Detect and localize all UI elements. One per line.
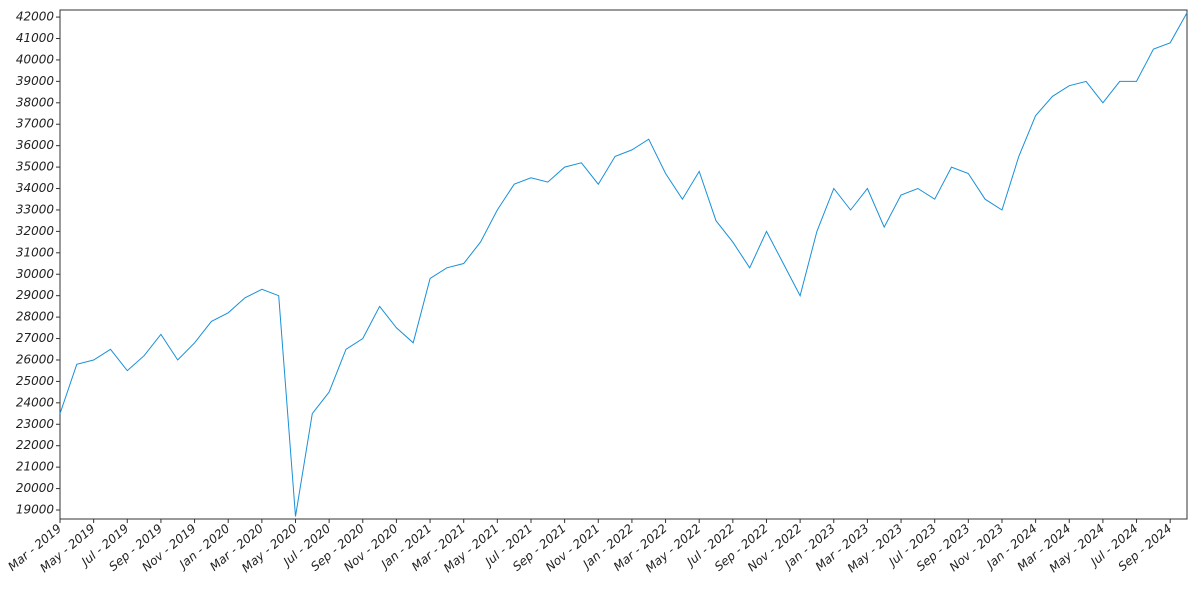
y-tick-label: 34000 [16, 181, 55, 195]
y-tick-label: 31000 [16, 245, 55, 259]
y-tick-label: 41000 [16, 31, 55, 45]
y-tick-label: 37000 [16, 117, 55, 131]
y-tick-label: 24000 [16, 395, 55, 409]
y-tick-label: 40000 [16, 52, 55, 66]
y-tick-label: 42000 [16, 10, 55, 24]
y-tick-label: 26000 [16, 352, 55, 366]
plot-frame [59, 9, 1188, 520]
y-tick-label: 22000 [16, 438, 55, 452]
y-tick-label: 19000 [16, 502, 55, 516]
y-tick-label: 25000 [16, 374, 55, 388]
y-tick-label: 20000 [16, 481, 55, 495]
y-tick-label: 36000 [16, 138, 55, 152]
price-line [59, 12, 1188, 517]
y-tick-label: 21000 [16, 460, 55, 474]
y-tick-label: 23000 [16, 417, 55, 431]
y-tick-label: 27000 [16, 331, 55, 345]
y-tick-label: 33000 [16, 202, 55, 216]
y-tick-label: 30000 [16, 267, 55, 281]
y-tick-label: 38000 [16, 95, 55, 109]
y-tick-label: 35000 [16, 160, 55, 174]
y-tick-label: 39000 [16, 74, 55, 88]
y-tick-label: 28000 [16, 310, 55, 324]
y-tick-label: 32000 [16, 224, 55, 238]
y-tick-label: 29000 [16, 288, 55, 302]
